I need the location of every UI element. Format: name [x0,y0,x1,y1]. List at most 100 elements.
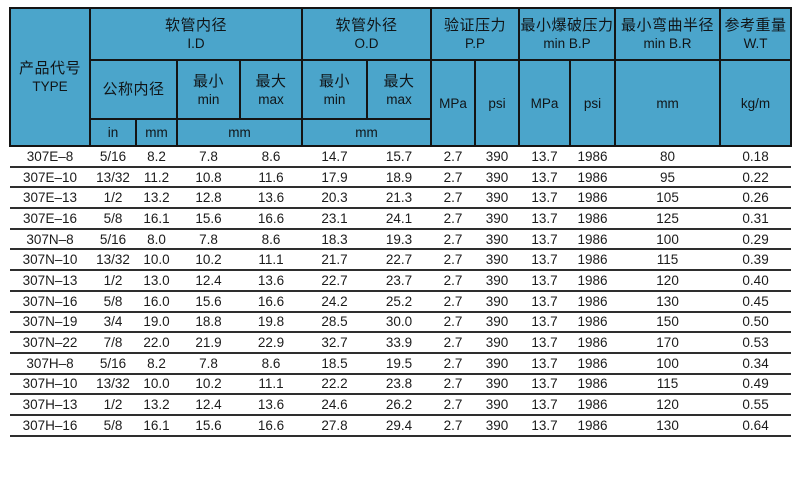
table-row: 307E–16 5/8 16.1 15.6 16.6 23.1 24.1 2.7 390 13.7… [10,208,792,230]
cell-nominal-in: 7/8 [90,332,136,354]
header-row-groups: 产品代号 TYPE 软管内径 I.D 软管外径 O.D 验证压力 P.P 最小爆… [9,7,793,147]
cell-type: 307E–13 [10,187,90,210]
header-id-max-en: max [258,91,284,107]
cell-wt-kgm: 0.45 [720,290,792,313]
header-pp-unit-psi: psi [474,59,521,147]
header-id-min: 最小 min [176,59,241,120]
cell-nominal-mm: 10.0 [136,373,177,396]
header-id-max: 最大 max [238,59,304,120]
header-burst-pressure-en: min B.P [543,36,591,51]
header-id-minmax-unit-mm: mm [175,118,304,147]
cell-bp-psi: 1986 [570,373,616,396]
header-product-type-zh: 产品代号 [18,60,81,77]
header-weight-group: 参考重量 W.T [719,7,793,61]
header-wt-unit-kgm: kg/m [719,59,793,147]
hose-spec-table: 产品代号 TYPE 软管内径 I.D 软管外径 O.D 验证压力 P.P 最小爆… [9,7,793,437]
header-row-sub: 公称内径 最小 min 最大 max 最小 min 最大 max MPa [10,59,793,147]
header-bp-unit-mpa-label: MPa [530,95,559,111]
cell-od-max-mm: 25.2 [367,290,432,313]
cell-nominal-mm: 19.0 [136,311,177,334]
cell-pp-psi: 390 [475,352,520,375]
cell-type: 307H–10 [10,373,90,396]
cell-bp-mpa: 13.7 [519,414,571,437]
header-pp-unit-mpa: MPa [430,59,477,147]
cell-nominal-mm: 8.2 [136,352,177,375]
cell-pp-psi: 390 [475,290,520,313]
cell-br-mm: 115 [615,373,721,396]
cell-id-min-mm: 7.8 [177,146,240,168]
cell-nominal-in: 5/16 [90,146,136,168]
cell-pp-mpa: 2.7 [431,270,476,292]
cell-od-max-mm: 23.7 [367,270,432,292]
cell-pp-mpa: 2.7 [431,394,476,416]
table-row: 307H–13 1/2 13.2 12.4 13.6 24.6 26.2 2.7 390 13.7… [10,394,792,416]
table-row: 307N–8 5/16 8.0 7.8 8.6 18.3 19.3 2.7 390 13.7 198… [10,228,792,251]
cell-od-max-mm: 18.9 [367,166,432,189]
cell-bp-psi: 1986 [570,352,616,375]
cell-br-mm: 170 [615,332,721,354]
cell-type: 307N–22 [10,332,90,354]
cell-pp-mpa: 2.7 [431,352,476,375]
cell-wt-kgm: 0.49 [720,373,792,396]
cell-nominal-mm: 8.2 [136,146,177,168]
cell-id-max-mm: 16.6 [240,290,303,313]
cell-od-min-mm: 21.7 [302,249,368,272]
header-outer-diameter-group: 软管外径 O.D [301,7,433,61]
cell-od-max-mm: 21.3 [367,187,432,210]
cell-id-max-mm: 11.6 [240,166,303,189]
cell-id-max-mm: 16.6 [240,414,303,437]
cell-wt-kgm: 0.64 [720,414,792,437]
header-od-max-zh: 最大 [383,72,415,90]
cell-od-max-mm: 29.4 [367,414,432,437]
cell-od-min-mm: 18.3 [302,228,368,251]
table-row: 307H–16 5/8 16.1 15.6 16.6 27.8 29.4 2.7 390 13.7… [10,414,792,437]
cell-pp-psi: 390 [475,228,520,251]
table-row: 307N–16 5/8 16.0 15.6 16.6 24.2 25.2 2.7 390 13.7… [10,290,792,313]
header-nominal-id: 公称内径 [89,59,178,120]
cell-pp-psi: 390 [475,332,520,354]
header-id-minmax-unit-mm-label: mm [228,125,251,140]
header-inner-diameter-zh: 软管内径 [165,17,228,34]
cell-id-max-mm: 11.1 [240,373,303,396]
cell-od-max-mm: 30.0 [367,311,432,334]
header-proof-pressure-group: 验证压力 P.P [430,7,521,61]
header-br-unit-mm: mm [614,59,722,147]
cell-bp-psi: 1986 [570,249,616,272]
cell-pp-psi: 390 [475,187,520,210]
cell-br-mm: 115 [615,249,721,272]
cell-nominal-mm: 8.0 [136,228,177,251]
header-od-max-en: max [386,91,412,107]
header-id-max-zh: 最大 [255,72,287,90]
header-weight-en: W.T [743,36,768,51]
cell-nominal-in: 5/8 [90,290,136,313]
cell-id-min-mm: 18.8 [177,311,240,334]
cell-nominal-in: 3/4 [90,311,136,334]
header-proof-pressure-zh: 验证压力 [444,17,507,34]
header-bend-radius-en: min B.R [643,36,692,51]
cell-wt-kgm: 0.31 [720,208,792,230]
cell-od-max-mm: 33.9 [367,332,432,354]
cell-bp-mpa: 13.7 [519,249,571,272]
header-nominal-unit-in: in [89,118,137,147]
header-outer-diameter-zh: 软管外径 [335,17,398,34]
cell-type: 307N–8 [10,228,90,251]
cell-wt-kgm: 0.34 [720,352,792,375]
cell-bp-psi: 1986 [570,394,616,416]
cell-id-min-mm: 15.6 [177,208,240,230]
header-pp-unit-mpa-label: MPa [439,95,467,111]
cell-bp-psi: 1986 [570,414,616,437]
cell-id-min-mm: 10.2 [177,249,240,272]
cell-pp-psi: 390 [475,270,520,292]
cell-id-min-mm: 7.8 [177,352,240,375]
cell-type: 307E–8 [10,146,90,168]
cell-br-mm: 100 [615,228,721,251]
header-od-max: 最大 max [366,59,433,120]
cell-nominal-in: 5/8 [90,414,136,437]
cell-od-min-mm: 14.7 [302,146,368,168]
header-wt-unit-kgm-label: kg/m [740,95,771,111]
cell-nominal-in: 13/32 [90,166,136,189]
cell-bp-psi: 1986 [570,290,616,313]
cell-id-min-mm: 12.4 [177,394,240,416]
cell-pp-psi: 390 [475,166,520,189]
cell-br-mm: 150 [615,311,721,334]
